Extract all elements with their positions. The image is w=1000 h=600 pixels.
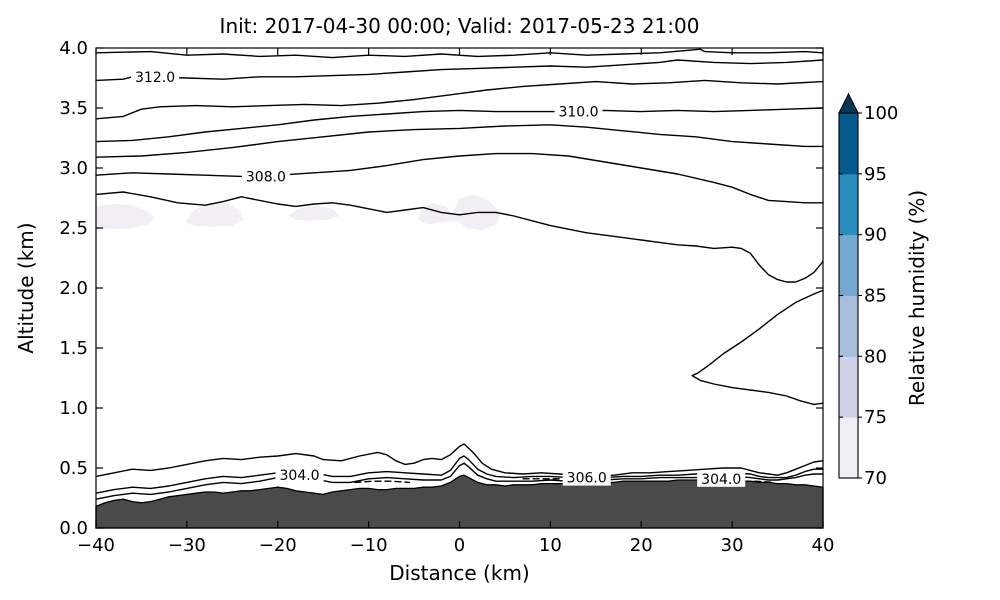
axes-frame: [95, 47, 824, 529]
x-tick-label: −40: [77, 535, 115, 556]
contour-line-313: [95, 48, 824, 59]
colorbar-segment: [839, 417, 858, 479]
x-tick-label: −20: [259, 535, 297, 556]
colorbar-segment: [839, 234, 858, 296]
y-tick-label: 0.0: [59, 518, 88, 539]
contour-label-box: [131, 68, 180, 85]
contour-label: 306.0: [567, 471, 607, 487]
contour-line-308: [95, 152, 824, 204]
x-tick-label: 10: [539, 535, 562, 556]
x-tick-label: 40: [812, 535, 835, 556]
contour-label-box: [697, 470, 746, 487]
contour-label: 308.0: [246, 169, 286, 185]
y-tick-label: 1.5: [59, 338, 88, 359]
colorbar-tick-label: 70: [864, 468, 887, 489]
contour-label-box: [275, 467, 324, 484]
contour-label: 312.0: [135, 70, 175, 86]
x-tick-label: 20: [630, 535, 653, 556]
contour-label-box: [562, 469, 611, 486]
colorbar-segment: [839, 113, 858, 175]
contour-line-309: [95, 124, 824, 158]
humidity-shaded-region: [288, 205, 340, 221]
x-tick-label: −10: [350, 535, 388, 556]
x-tick-label: 0: [454, 535, 465, 556]
colorbar-tick-label: 75: [864, 407, 887, 428]
colorbar-segment: [839, 356, 858, 418]
plot-title: Init: 2017-04-30 00:00; Valid: 2017-05-2…: [219, 14, 700, 38]
x-tick-label: 30: [721, 535, 744, 556]
y-tick-label: 1.0: [59, 398, 88, 419]
contour-line-311: [95, 79, 824, 120]
contour-line-306: [691, 289, 824, 406]
colorbar-segment: [839, 173, 858, 236]
contour-line-312: [95, 59, 824, 82]
y-tick-label: 3.0: [59, 158, 88, 179]
contour-label-box: [241, 168, 290, 185]
contour-line-307: [95, 191, 824, 283]
humidity-shaded-region: [96, 204, 155, 230]
contour-label: 304.0: [280, 468, 320, 484]
contour-line-304: [95, 462, 824, 500]
contour-line-304: [354, 480, 411, 484]
colorbar-tick-label: 85: [864, 286, 887, 307]
contour-line-306: [95, 443, 824, 478]
contour-line-310: [95, 107, 824, 143]
colorbar-tick-label: 100: [864, 103, 898, 124]
contour-label: 304.0: [701, 472, 741, 488]
colorbar-segment: [839, 295, 858, 357]
colorbar-tick-label: 95: [864, 164, 887, 185]
y-tick-label: 0.5: [59, 458, 88, 479]
y-tick-label: 2.0: [59, 278, 88, 299]
contour-label-box: [554, 103, 603, 120]
x-axis-label: Distance (km): [389, 561, 530, 585]
y-tick-label: 3.5: [59, 98, 88, 119]
colorbar-tick-label: 80: [864, 346, 887, 367]
contour-label: 310.0: [558, 105, 598, 121]
y-tick-label: 4.0: [59, 38, 88, 59]
x-tick-label: −30: [168, 535, 206, 556]
humidity-shaded-region: [185, 202, 244, 227]
colorbar-extend-arrow: [838, 92, 859, 114]
colorbar-tick-label: 90: [864, 225, 887, 246]
y-tick-label: 2.5: [59, 218, 88, 239]
humidity-shaded-region: [417, 194, 501, 231]
